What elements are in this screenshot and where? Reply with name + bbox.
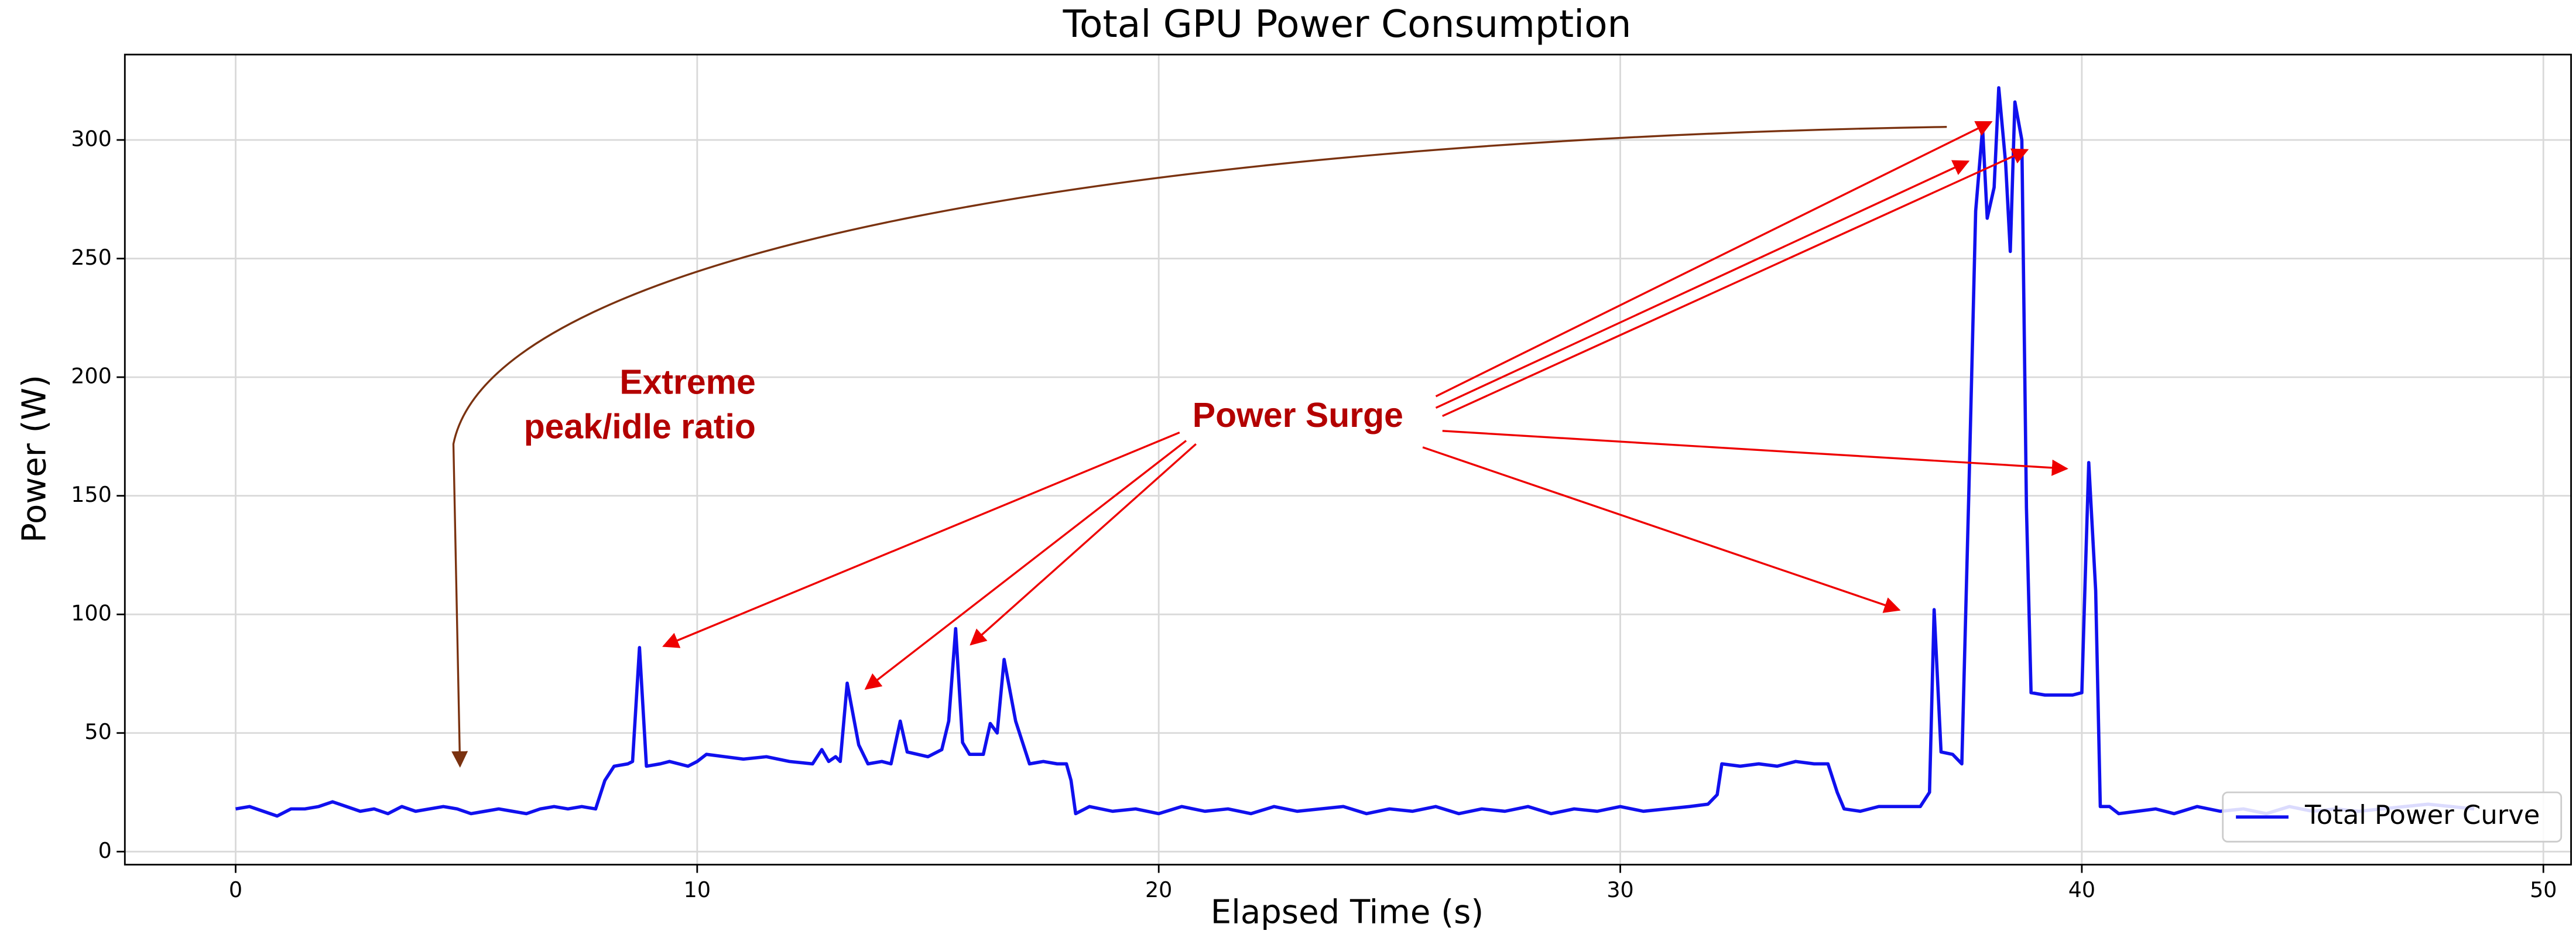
plot-area: 0 10 20 30 40 50 0 50 100 150 200 250 300 Total Power… bbox=[71, 53, 2572, 902]
annotation: peak/idle ratio bbox=[524, 408, 756, 446]
y-tick-label: 50 bbox=[84, 719, 111, 744]
legend: Total Power Curve bbox=[2222, 791, 2563, 843]
surge-arrow bbox=[1422, 446, 1901, 613]
surge-arrow bbox=[970, 443, 1197, 646]
y-tick-label: 200 bbox=[71, 364, 112, 389]
y-tick-label: 100 bbox=[71, 601, 112, 626]
y-tick-label: 0 bbox=[98, 838, 112, 863]
x-tick-label: 10 bbox=[684, 877, 711, 902]
plot-frame bbox=[124, 53, 2572, 865]
x-tick-label: 30 bbox=[1606, 877, 1633, 902]
x-tick-label: 0 bbox=[229, 877, 242, 902]
y-axis-label: Power (W) bbox=[15, 375, 53, 543]
annotation: Extreme bbox=[619, 364, 756, 402]
annotation-arrows bbox=[451, 121, 2068, 768]
legend-label: Total Power Curve bbox=[2304, 799, 2540, 830]
x-tick-label: 20 bbox=[1145, 877, 1172, 902]
legend-box bbox=[2222, 791, 2563, 843]
chart-title: Total GPU Power Consumption bbox=[1063, 2, 1632, 46]
surge-arrow bbox=[662, 432, 1180, 648]
y-tick-label: 150 bbox=[71, 482, 112, 507]
surge-arrow bbox=[1435, 160, 1970, 409]
ratio-arrow bbox=[451, 125, 1947, 768]
x-tick-label: 50 bbox=[2530, 877, 2557, 902]
x-tick-label: 40 bbox=[2068, 877, 2095, 902]
surge-arrow bbox=[864, 440, 1187, 690]
surge-arrow bbox=[1442, 148, 2029, 418]
y-tick-label: 300 bbox=[71, 126, 112, 151]
surge-arrow bbox=[1442, 430, 2068, 476]
y-tick-label: 250 bbox=[71, 245, 112, 270]
data-line bbox=[235, 86, 2475, 818]
surge-arrow bbox=[1435, 121, 1993, 398]
x-axis-label: Elapsed Time (s) bbox=[1211, 893, 1484, 931]
annotation: Power Surge bbox=[1193, 396, 1403, 435]
